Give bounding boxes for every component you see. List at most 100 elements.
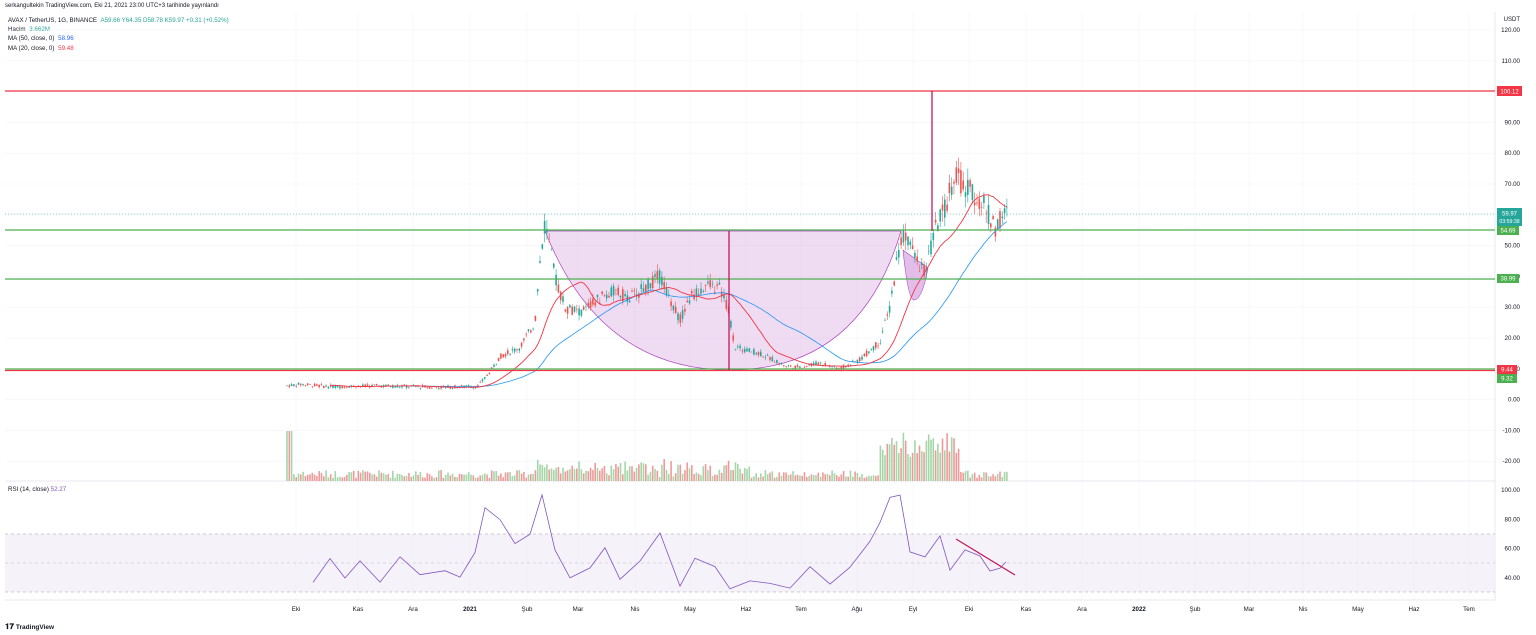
candle-body bbox=[957, 168, 960, 173]
candle-body bbox=[647, 278, 649, 290]
candle-body bbox=[405, 385, 408, 388]
volume-bar bbox=[573, 468, 576, 481]
volume-bar bbox=[502, 477, 504, 481]
volume-bar bbox=[957, 448, 960, 481]
volume-bar bbox=[490, 470, 493, 481]
candle-body bbox=[799, 366, 801, 368]
candle-body bbox=[987, 204, 990, 225]
currency-label[interactable]: USDT bbox=[1504, 17, 1521, 23]
candle-body bbox=[290, 384, 293, 386]
volume-bar bbox=[435, 477, 438, 481]
candle-body bbox=[642, 288, 645, 292]
volume-bar bbox=[840, 474, 843, 481]
volume-bar bbox=[297, 473, 300, 481]
volume-bar bbox=[967, 470, 969, 481]
badge-support-red[interactable]: 9.44 bbox=[1497, 365, 1517, 374]
volume-bar bbox=[320, 472, 323, 481]
candle-body bbox=[895, 257, 898, 260]
candle-body bbox=[477, 385, 479, 387]
badge-support-green-label: 9.32 bbox=[1501, 377, 1513, 383]
ma20-legend[interactable]: MA (20, close, 0) 59.48 bbox=[8, 44, 231, 53]
candle-body bbox=[930, 240, 932, 255]
volume-bar bbox=[838, 476, 840, 481]
candle-body bbox=[557, 284, 560, 293]
candle-body bbox=[587, 303, 590, 307]
candle-body bbox=[684, 308, 686, 312]
ma20-line[interactable] bbox=[330, 194, 1008, 388]
rsi-legend[interactable]: RSI (14, close) 52.27 bbox=[8, 486, 66, 493]
volume-bar bbox=[654, 468, 656, 481]
candle-body bbox=[937, 225, 939, 231]
volume-bar bbox=[327, 477, 330, 481]
volume-bar bbox=[847, 476, 849, 481]
candle-body bbox=[398, 386, 401, 388]
volume-bar bbox=[500, 473, 502, 481]
candle-body bbox=[525, 334, 527, 336]
time-tick-label: Eki bbox=[965, 606, 974, 613]
symbol-title[interactable]: AVAX / TetherUS, 1G, BINANCE bbox=[8, 17, 98, 24]
candle-body bbox=[994, 227, 997, 237]
candle-body bbox=[511, 349, 514, 351]
candle-body bbox=[789, 365, 792, 367]
volume-bar bbox=[845, 476, 847, 481]
volume-bar bbox=[826, 473, 829, 481]
volume-bar bbox=[658, 476, 661, 481]
candle-body bbox=[318, 384, 320, 388]
candle-body bbox=[720, 291, 723, 297]
volume-bar bbox=[812, 475, 815, 481]
symbol-row[interactable]: AVAX / TetherUS, 1G, BINANCE A59.66 Y64.… bbox=[8, 16, 231, 25]
cup-pattern[interactable] bbox=[544, 230, 902, 371]
volume-bar bbox=[392, 470, 394, 481]
badge-neckline[interactable]: 54.69 bbox=[1497, 226, 1519, 235]
badge-resistance[interactable]: 100.12 bbox=[1497, 86, 1522, 96]
volume-bar bbox=[300, 474, 302, 481]
volume-bar bbox=[1003, 471, 1006, 481]
candle-body bbox=[394, 386, 396, 388]
candle-body bbox=[900, 237, 902, 246]
candle-body bbox=[679, 314, 682, 323]
volume-bar bbox=[766, 474, 769, 481]
volume-bar bbox=[792, 471, 794, 481]
candle-body bbox=[497, 357, 500, 362]
candle-body bbox=[387, 384, 389, 386]
volume-bar bbox=[739, 468, 741, 481]
volume-bar bbox=[681, 473, 684, 481]
candle-body bbox=[964, 192, 967, 197]
tradingview-logo[interactable]: 𝟏𝟕 TradingView bbox=[5, 622, 54, 632]
candle-body bbox=[320, 384, 323, 385]
candle-body bbox=[451, 387, 454, 389]
volume-bar bbox=[964, 471, 967, 481]
candle-body bbox=[980, 206, 983, 208]
candle-body bbox=[704, 285, 707, 286]
candle-body bbox=[934, 219, 937, 223]
candle-body bbox=[553, 263, 555, 268]
rsi-line[interactable] bbox=[312, 493, 1007, 590]
volume-bar bbox=[380, 472, 383, 481]
badge-support-green[interactable]: 9.32 bbox=[1497, 374, 1517, 383]
rsi-trendline[interactable] bbox=[955, 538, 1016, 576]
candle-body bbox=[718, 282, 721, 285]
candle-body bbox=[806, 366, 808, 367]
badge-last[interactable]: 59.97 03:59:38 bbox=[1497, 208, 1522, 226]
volume-bar bbox=[647, 474, 649, 481]
ma50-line[interactable] bbox=[399, 221, 1008, 387]
candle-body bbox=[428, 386, 431, 389]
candle-body bbox=[628, 300, 631, 303]
tradingview-brand: TradingView bbox=[15, 624, 55, 631]
volume-bar bbox=[861, 474, 863, 481]
rsi-axis[interactable]: 100.00 80.00 60.00 40.00 bbox=[1501, 487, 1520, 582]
volume-bar bbox=[612, 469, 615, 481]
candle-body bbox=[435, 387, 438, 388]
candle-body bbox=[576, 308, 578, 310]
candle-body bbox=[907, 236, 909, 246]
candle-body bbox=[633, 290, 636, 291]
candles[interactable] bbox=[286, 157, 1008, 391]
time-axis[interactable]: Eki Kas Ara 2021 Şub Mar Nis May Haz Tem Ağu Eyl Eki… bbox=[292, 606, 1475, 613]
ma50-legend[interactable]: MA (50, close, 0) 58.96 bbox=[8, 34, 231, 43]
candle-body bbox=[1003, 208, 1006, 214]
volume-bar bbox=[941, 438, 944, 481]
badge-mid-level[interactable]: 38.99 bbox=[1497, 274, 1519, 283]
volume-bar bbox=[656, 470, 659, 481]
candle-body bbox=[313, 383, 316, 387]
